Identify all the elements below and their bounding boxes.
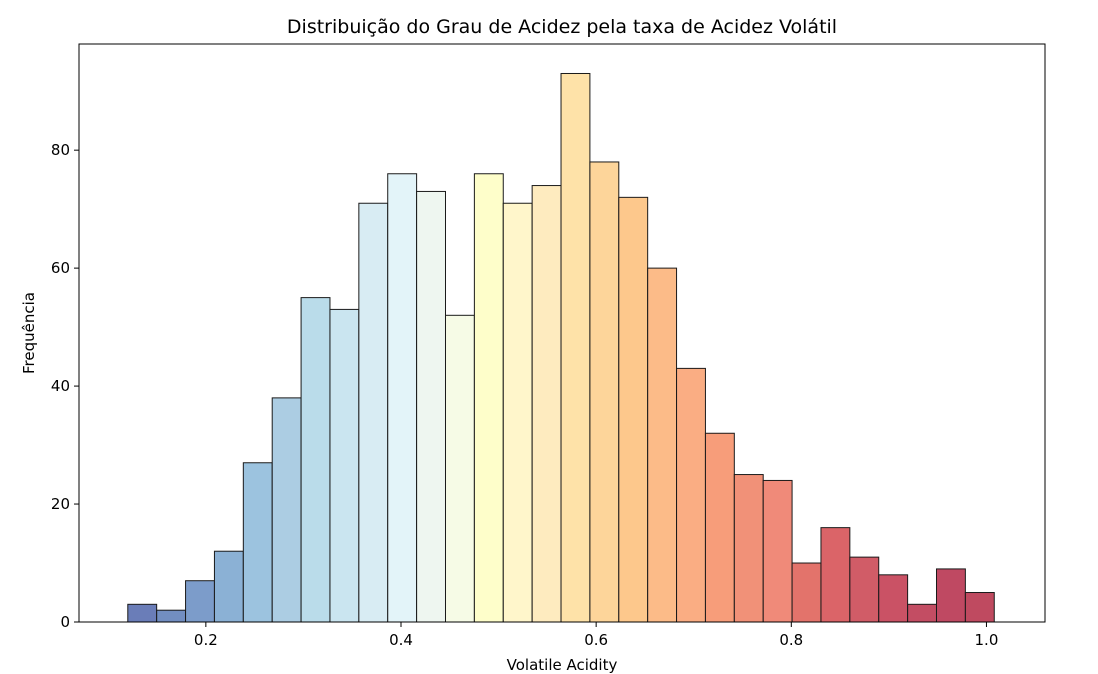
histogram-bar xyxy=(791,562,822,623)
x-tick-label: 1.0 xyxy=(975,631,999,649)
histogram-bar xyxy=(878,574,909,623)
histogram-bar xyxy=(820,527,851,623)
y-tick-label: 40 xyxy=(51,377,70,395)
chart-title: Distribuição do Grau de Acidez pela taxa… xyxy=(287,16,837,38)
histogram-bar xyxy=(213,550,244,623)
histogram-bar xyxy=(676,367,706,623)
histogram-bar xyxy=(416,190,446,623)
histogram-bar xyxy=(849,556,880,623)
histogram-bar xyxy=(502,202,533,623)
y-axis: 0 20 40 60 80 xyxy=(51,141,79,631)
plot-frame xyxy=(78,43,1046,623)
histogram-bar xyxy=(589,161,620,623)
x-tick-label: 0.8 xyxy=(779,631,803,649)
y-tick-label: 20 xyxy=(51,495,70,513)
histogram-bar xyxy=(329,308,360,623)
histogram-bar xyxy=(733,474,764,623)
histogram-bar xyxy=(935,568,966,623)
histogram-bar xyxy=(907,603,937,623)
y-tick-label: 0 xyxy=(60,613,70,631)
y-tick-label: 60 xyxy=(51,259,70,277)
histogram-bar xyxy=(964,592,995,623)
histogram-bar xyxy=(300,297,331,623)
x-axis: 0.2 0.4 0.6 0.8 1.0 xyxy=(194,622,998,649)
histogram-bar xyxy=(560,72,591,623)
x-tick-label: 0.2 xyxy=(194,631,218,649)
histogram-bar xyxy=(185,580,215,623)
y-tick-label: 80 xyxy=(51,141,70,159)
histogram-bar xyxy=(704,432,735,623)
histogram-bar xyxy=(444,314,475,623)
x-tick-label: 0.6 xyxy=(584,631,608,649)
x-tick-label: 0.4 xyxy=(389,631,413,649)
histogram-bar xyxy=(618,196,649,623)
histogram-bar xyxy=(473,173,504,623)
histogram-bar xyxy=(271,397,302,623)
histogram-bars xyxy=(127,72,995,623)
x-axis-label: Volatile Acidity xyxy=(507,656,618,674)
histogram-bar xyxy=(647,267,678,623)
histogram-bar xyxy=(358,202,389,623)
histogram-bar xyxy=(762,479,793,623)
histogram-bar xyxy=(531,185,562,623)
histogram-bar xyxy=(156,609,187,623)
histogram-bar xyxy=(387,173,418,623)
histogram-bar xyxy=(127,603,158,623)
histogram-bar xyxy=(242,462,273,623)
y-axis-label: Frequência xyxy=(20,292,38,374)
